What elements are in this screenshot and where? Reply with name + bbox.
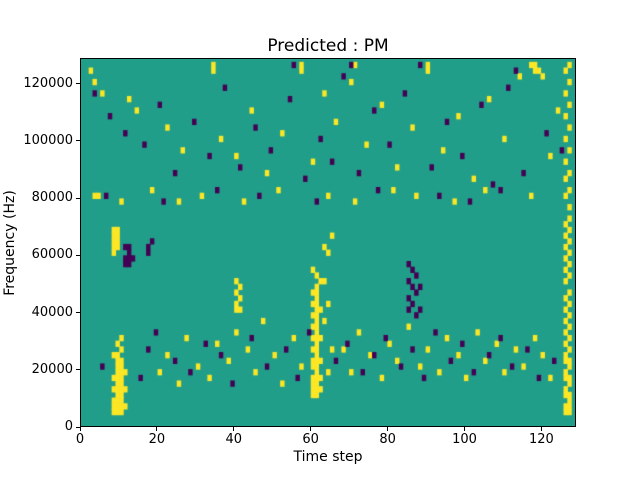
chart-title: Predicted : PM bbox=[267, 36, 389, 56]
x-tick-mark bbox=[463, 427, 465, 431]
x-tick-label: 120 bbox=[528, 432, 554, 447]
x-tick-label: 60 bbox=[302, 432, 319, 447]
y-tick-mark bbox=[76, 83, 80, 85]
x-tick-mark bbox=[387, 427, 389, 431]
y-tick-label: 80000 bbox=[31, 190, 73, 206]
y-tick-label: 0 bbox=[64, 419, 73, 434]
y-tick-mark bbox=[76, 369, 80, 371]
y-tick-mark bbox=[76, 312, 80, 314]
x-tick-label: 0 bbox=[75, 432, 85, 447]
x-tick-label: 20 bbox=[148, 432, 166, 447]
y-tick-label: 120000 bbox=[23, 75, 73, 91]
plot-area bbox=[80, 58, 576, 427]
x-tick-label: 40 bbox=[225, 432, 243, 447]
x-tick-mark bbox=[156, 427, 158, 431]
y-tick-mark bbox=[76, 197, 80, 199]
y-tick-label: 60000 bbox=[31, 247, 73, 263]
y-tick-mark bbox=[76, 426, 80, 428]
y-tick-mark bbox=[76, 254, 80, 256]
x-tick-mark bbox=[310, 427, 312, 431]
y-tick-label: 20000 bbox=[31, 361, 73, 377]
x-tick-mark bbox=[540, 427, 542, 431]
y-tick-mark bbox=[76, 140, 80, 142]
x-tick-mark bbox=[79, 427, 81, 431]
heatmap-canvas bbox=[81, 59, 575, 426]
x-tick-mark bbox=[233, 427, 235, 431]
x-axis-label: Time step bbox=[293, 449, 363, 465]
y-tick-label: 40000 bbox=[31, 304, 73, 320]
y-tick-label: 100000 bbox=[23, 132, 73, 148]
x-tick-label: 80 bbox=[379, 432, 396, 447]
x-tick-label: 100 bbox=[452, 432, 477, 447]
